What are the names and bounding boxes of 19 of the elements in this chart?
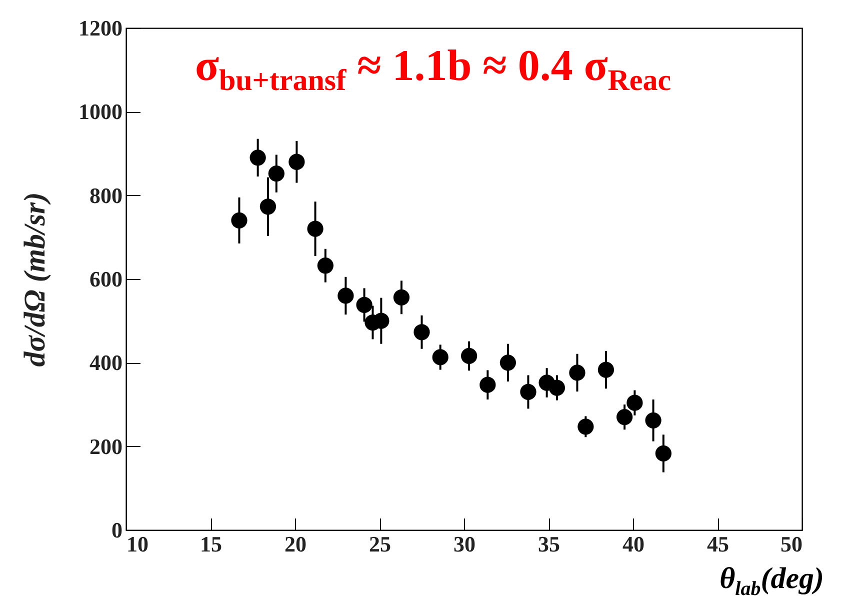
y-tick-label: 400 (90, 350, 122, 376)
x-axis-title: θ$_{lab}$(deg) (720, 562, 824, 601)
y-tick-label: 0 (112, 518, 122, 542)
y-tick-label: 1200 (78, 16, 122, 40)
x-tick-label: 25 (369, 532, 391, 556)
x-tick-label: 50 (780, 532, 802, 556)
x-tick-label: 10 (126, 532, 148, 556)
annotation: σ$_{bu+transf}$ ≈ 1.1b ≈ 0.4 σ$_{Reac}$ (195, 40, 672, 98)
x-tick-label: 45 (707, 532, 729, 556)
x-tick-label: 35 (538, 532, 560, 556)
y-tick-label: 1000 (78, 99, 122, 124)
x-tick-label: 40 (622, 532, 644, 556)
x-tick-label: 20 (284, 532, 306, 556)
y-axis-title: dσ/dΩ (mb/sr) (18, 192, 52, 367)
y-tick-label: 600 (90, 266, 122, 292)
x-tick-label: 15 (200, 532, 222, 556)
y-tick-label: 800 (90, 182, 122, 208)
y-tick-label: 200 (90, 434, 122, 459)
x-tick-label: 30 (454, 532, 476, 556)
